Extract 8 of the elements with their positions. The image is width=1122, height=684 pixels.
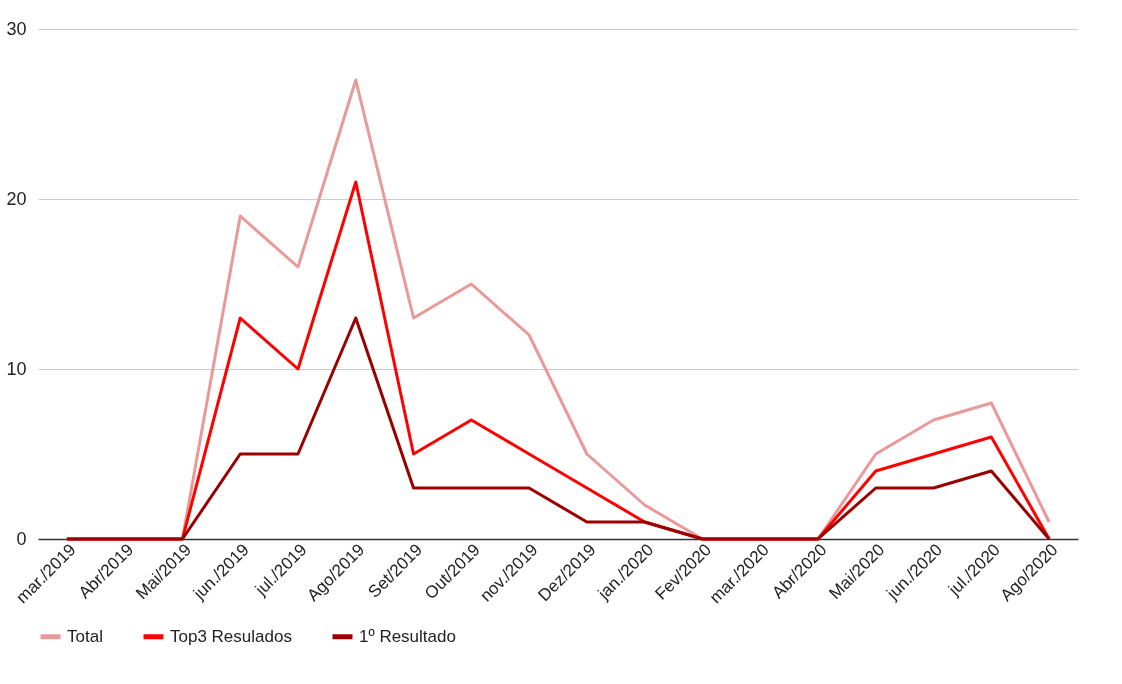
legend-label: 1º Resultado xyxy=(359,626,456,646)
line-series xyxy=(65,316,1051,541)
legend-label: Top3 Resulados xyxy=(170,626,292,646)
y-tick-label: 20 xyxy=(6,188,27,209)
y-tick-label: 30 xyxy=(6,18,27,39)
y-tick-label: 10 xyxy=(6,358,27,379)
legend-label: Total xyxy=(67,626,103,646)
y-tick-label: 0 xyxy=(16,528,27,549)
